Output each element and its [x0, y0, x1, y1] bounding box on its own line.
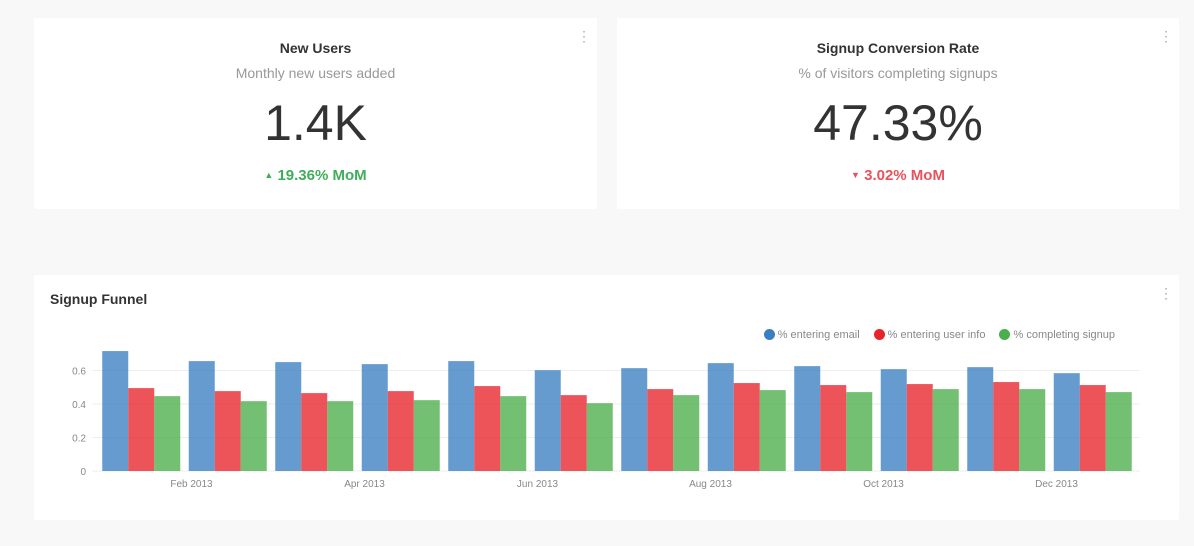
kpi-card-new-users: ⋮ New Users Monthly new users added 1.4K… [34, 18, 597, 209]
bar-apr-2013-s1 [387, 391, 414, 471]
legend-dot-icon [873, 329, 885, 340]
x-tick-label: Feb 2013 [170, 479, 213, 490]
bar-mar-2013-s2 [327, 401, 354, 471]
arrow-down-icon: ▼ [851, 170, 860, 180]
kpi-subtitle: % of visitors completing signups [798, 65, 998, 81]
bar-may-2013-s0 [448, 361, 475, 471]
bar-jun-2013-s0 [534, 370, 561, 471]
legend-dot-icon [999, 329, 1011, 340]
legend-item[interactable]: % entering user info [873, 329, 986, 341]
bar-oct-2013-s2 [932, 389, 959, 471]
bar-jun-2013-s2 [586, 403, 613, 471]
legend-item[interactable]: % completing signup [999, 329, 1115, 341]
bar-nov-2013-s2 [1019, 389, 1046, 471]
arrow-up-icon: ▲ [264, 170, 274, 180]
bar-feb-2013-s0 [188, 361, 215, 471]
bar-nov-2013-s0 [967, 367, 994, 471]
bar-mar-2013-s0 [275, 362, 302, 471]
legend-item[interactable]: % entering email [763, 329, 860, 341]
bar-aug-2013-s0 [707, 363, 734, 471]
bar-sep-2013-s2 [846, 392, 873, 471]
bar-may-2013-s1 [474, 386, 501, 471]
kpi-value: 47.33% [813, 95, 983, 151]
bar-jan-2013-s2 [154, 396, 181, 471]
bar-jan-2013-s0 [102, 351, 129, 471]
bar-oct-2013-s0 [880, 369, 907, 471]
kpi-subtitle: Monthly new users added [235, 65, 396, 81]
legend-label: % completing signup [1013, 329, 1115, 341]
bar-apr-2013-s0 [361, 364, 388, 471]
bar-jun-2013-s1 [560, 395, 587, 471]
kpi-card-conversion: ⋮ Signup Conversion Rate % of visitors c… [617, 18, 1179, 209]
bar-feb-2013-s2 [240, 401, 267, 471]
bar-dec-2013-s0 [1053, 373, 1080, 471]
x-tick-label: Jun 2013 [517, 479, 559, 490]
legend-label: % entering user info [887, 329, 986, 341]
bar-may-2013-s2 [500, 396, 527, 471]
x-tick-label: Dec 2013 [1035, 479, 1078, 490]
bar-sep-2013-s0 [794, 366, 821, 471]
x-tick-label: Aug 2013 [689, 479, 732, 490]
chart-legend: % entering email % entering user info % co… [763, 329, 1115, 341]
y-tick-label: 0 [80, 467, 86, 478]
bar-dec-2013-s2 [1105, 392, 1132, 471]
kpi-delta-text: 3.02% MoM [864, 167, 945, 184]
kpi-value: 1.4K [264, 95, 367, 151]
bar-nov-2013-s1 [993, 382, 1020, 471]
x-tick-label: Oct 2013 [863, 479, 904, 490]
x-tick-label: Apr 2013 [344, 479, 385, 490]
legend-dot-icon [763, 329, 775, 340]
y-tick-label: 0.2 [72, 434, 86, 445]
chart-card-signup-funnel: ⋮ Signup Funnel % entering email% enteri… [34, 275, 1179, 520]
bar-mar-2013-s1 [301, 393, 328, 471]
bar-chart: 0 0.2 0.4 0.6 Feb 2013 Apr 2013 Jun 2013 Aug 20… [72, 351, 1140, 490]
more-menu-icon[interactable]: ⋮ [1159, 28, 1173, 44]
bar-jan-2013-s1 [128, 388, 155, 471]
more-menu-icon[interactable]: ⋮ [577, 28, 591, 44]
bar-jul-2013-s1 [647, 389, 674, 471]
kpi-title: Signup Conversion Rate [816, 40, 980, 56]
y-tick-label: 0.4 [72, 400, 86, 411]
bar-aug-2013-s1 [733, 383, 760, 471]
kpi-title: New Users [279, 40, 352, 56]
chart-title: Signup Funnel [50, 291, 148, 307]
legend-label: % entering email [777, 329, 860, 341]
bar-jul-2013-s0 [621, 368, 648, 471]
kpi-delta: ▼ 3.02% MoM [617, 167, 1179, 184]
bar-aug-2013-s2 [759, 390, 786, 471]
bar-feb-2013-s1 [214, 391, 241, 471]
bar-oct-2013-s1 [906, 384, 933, 471]
bar-dec-2013-s1 [1079, 385, 1106, 471]
bar-apr-2013-s2 [413, 400, 440, 471]
bar-jul-2013-s2 [673, 395, 700, 471]
y-tick-label: 0.6 [72, 367, 86, 378]
bar-sep-2013-s1 [820, 385, 847, 471]
kpi-delta-text: 19.36% MoM [277, 167, 367, 184]
kpi-delta: ▲ 19.36% MoM [34, 167, 597, 184]
